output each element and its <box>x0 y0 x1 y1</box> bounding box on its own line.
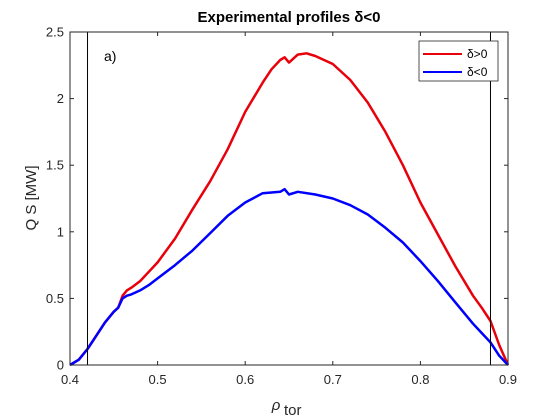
x-axis-label: ρ tor <box>271 397 302 419</box>
y-tick-label: 2 <box>57 91 64 106</box>
y-tick-label: 2.5 <box>46 25 64 40</box>
y-axis-ticks: 0 0.5 1 1.5 2 2.5 <box>46 25 508 373</box>
y-tick-label: 0 <box>57 358 64 373</box>
legend-box <box>418 40 499 82</box>
x-tick-label: 0.8 <box>411 372 429 387</box>
legend-label-delta-neg: δ<0 <box>467 65 488 79</box>
x-tick-label: 0.4 <box>61 372 79 387</box>
x-axis-ticks: 0.4 0.5 0.6 0.7 0.8 0.9 <box>61 32 517 387</box>
series-layer <box>69 52 510 367</box>
x-axis-label-main: ρ <box>271 397 281 414</box>
series-line-delta-neg <box>69 187 509 367</box>
x-axis-label-sub: tor <box>284 402 302 419</box>
vertical-lines <box>87 32 491 365</box>
x-tick-label: 0.7 <box>324 372 342 387</box>
y-tick-label: 0.5 <box>46 291 64 306</box>
chart-title: Experimental profiles δ<0 <box>198 9 381 26</box>
panel-annotation: a) <box>104 48 116 64</box>
y-tick-label: 1 <box>57 224 64 239</box>
legend: δ>0 δ<0 <box>418 40 499 82</box>
x-tick-label: 0.9 <box>499 372 517 387</box>
y-tick-label: 1.5 <box>46 158 64 173</box>
axes-box <box>69 31 509 366</box>
y-axis-label: Q S [MW] <box>23 166 40 231</box>
legend-label-delta-pos: δ>0 <box>467 47 488 61</box>
plot-area <box>70 32 508 365</box>
x-tick-label: 0.5 <box>149 372 167 387</box>
x-tick-label: 0.6 <box>236 372 254 387</box>
